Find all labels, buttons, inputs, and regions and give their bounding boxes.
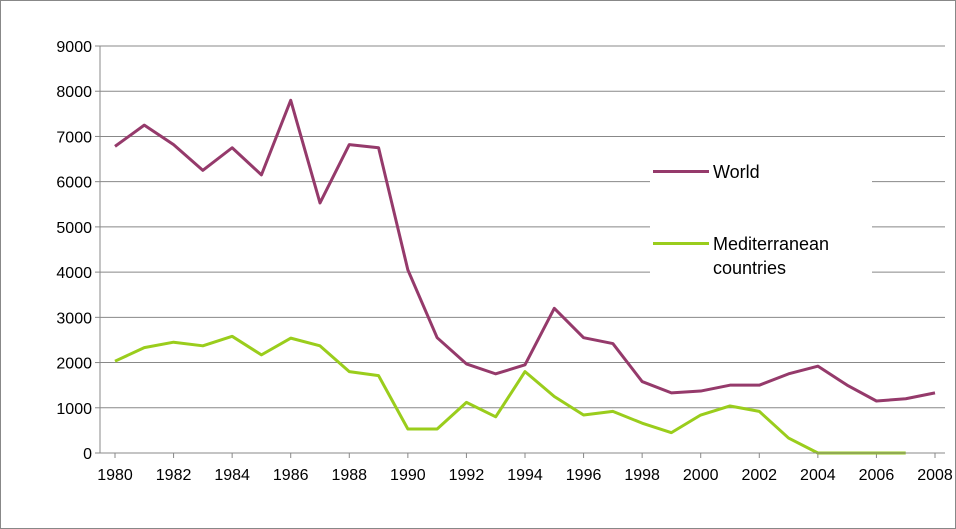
x-tick-label: 1986 (273, 467, 309, 484)
x-tick-label: 1992 (449, 467, 485, 484)
x-tick-label: 1980 (97, 467, 133, 484)
y-tick-label: 2000 (56, 356, 92, 373)
x-tick-label: 2002 (741, 467, 777, 484)
y-tick-label: 6000 (56, 175, 92, 192)
x-tick-label: 1982 (156, 467, 192, 484)
legend: World Mediterranean countries (650, 150, 872, 300)
y-tick-label: 8000 (56, 84, 92, 101)
y-tick-label: 3000 (56, 310, 92, 327)
y-tick-label: 4000 (56, 265, 92, 282)
x-tick-label: 1996 (566, 467, 602, 484)
line-series (114, 98, 936, 403)
y-tick-label: 7000 (56, 129, 92, 146)
y-tick-label: 5000 (56, 220, 92, 237)
x-tick-label: 1984 (214, 467, 250, 484)
legend-label: World (713, 162, 760, 182)
legend-label: Mediterranean countries (713, 234, 830, 278)
y-tick-label: 1000 (56, 401, 92, 418)
y-tick-label: 9000 (56, 39, 92, 56)
legend-swatch (653, 170, 709, 173)
x-tick-label: 1988 (331, 467, 367, 484)
x-tick-label: 1990 (390, 467, 426, 484)
x-tick-label: 1998 (624, 467, 660, 484)
x-tick-label: 2008 (917, 467, 953, 484)
y-tick-label: 0 (83, 446, 92, 463)
x-tick-label: 2006 (859, 467, 895, 484)
x-tick-label: 1994 (507, 467, 543, 484)
line-series (114, 334, 906, 455)
legend-item: World (653, 160, 863, 184)
legend-swatch (653, 242, 709, 245)
x-tick-label: 2004 (800, 467, 836, 484)
legend-item: Mediterranean countries (653, 232, 863, 280)
x-tick-label: 2000 (683, 467, 719, 484)
